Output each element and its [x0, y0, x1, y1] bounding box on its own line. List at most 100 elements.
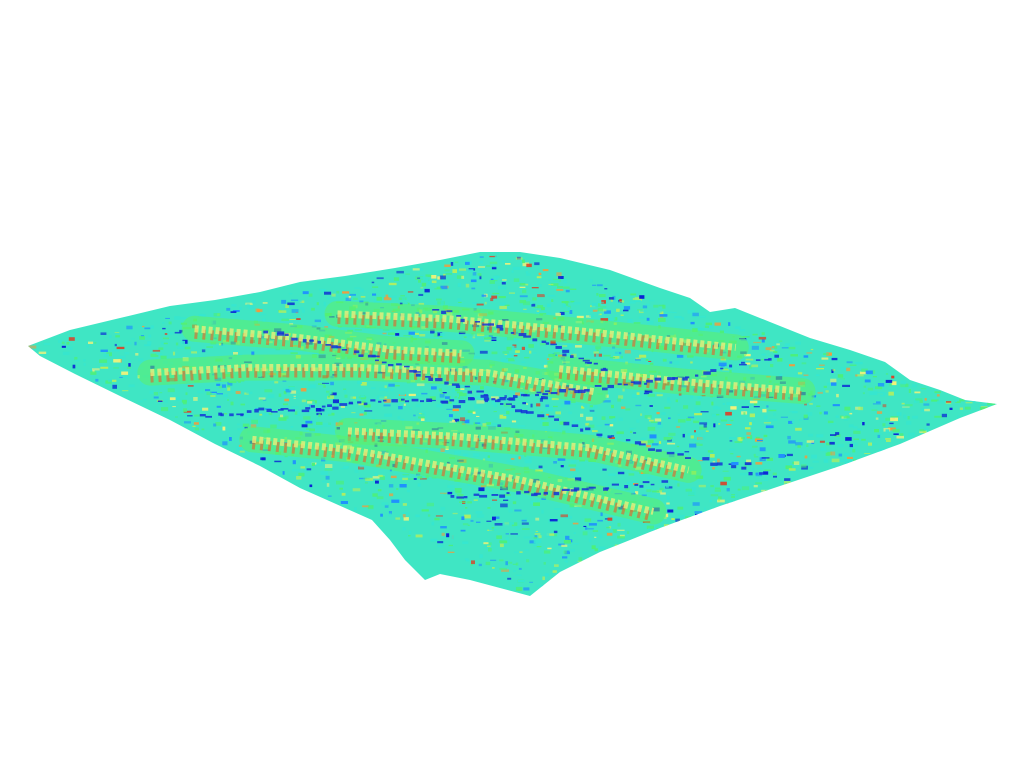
- terrain-facet: [902, 406, 910, 408]
- terrain-facet: [324, 291, 332, 295]
- terrain-valley-segment: [600, 368, 608, 372]
- terrain-facet: [751, 500, 757, 504]
- terrain-facet: [372, 417, 375, 421]
- terrain-valley-segment: [545, 390, 550, 392]
- terrain-facet: [722, 402, 725, 405]
- terrain-facet: [184, 421, 191, 424]
- terrain-valley-segment: [755, 359, 761, 361]
- terrain-facet: [364, 481, 368, 484]
- terrain-facet: [491, 266, 497, 270]
- terrain-valley-segment: [625, 439, 631, 442]
- terrain-facet: [690, 435, 694, 439]
- terrain-facet: [694, 432, 701, 435]
- terrain-facet: [157, 400, 161, 405]
- terrain-facet: [539, 313, 547, 315]
- terrain-facet: [233, 352, 238, 355]
- terrain-facet: [294, 411, 298, 415]
- terrain-facet: [521, 361, 526, 363]
- terrain-facet: [738, 437, 742, 442]
- terrain-facet: [164, 333, 168, 335]
- terrain-facet: [590, 412, 597, 414]
- terrain-facet: [503, 414, 511, 416]
- terrain-facet: [440, 506, 446, 511]
- terrain-facet: [646, 444, 651, 448]
- terrain-facet: [150, 325, 154, 329]
- terrain-facet: [681, 316, 685, 321]
- terrain-facet: [526, 263, 532, 268]
- terrain-facet: [872, 403, 881, 405]
- terrain-facet: [68, 337, 75, 341]
- terrain-facet: [251, 419, 258, 424]
- terrain-facet: [617, 358, 625, 361]
- terrain-facet: [892, 428, 900, 433]
- terrain-facet: [946, 401, 952, 403]
- terrain-facet: [246, 303, 250, 308]
- terrain-facet: [729, 440, 733, 442]
- terrain-facet: [728, 463, 733, 465]
- terrain-facet: [291, 406, 299, 409]
- terrain-facet: [258, 407, 265, 411]
- terrain-facet: [676, 445, 680, 448]
- terrain-facet: [797, 372, 803, 375]
- terrain-facet: [914, 400, 920, 404]
- terrain-facet: [373, 299, 380, 303]
- terrain-facet: [391, 499, 400, 503]
- terrain-facet: [462, 541, 469, 544]
- terrain-facet: [491, 500, 494, 505]
- terrain-facet: [675, 518, 680, 522]
- terrain-facet: [755, 482, 762, 485]
- terrain-facet: [360, 296, 366, 298]
- terrain-facet: [829, 441, 835, 445]
- terrain-facet: [438, 388, 442, 392]
- terrain-facet: [658, 441, 662, 444]
- terrain-facet: [656, 412, 660, 415]
- terrain-facet: [219, 381, 223, 385]
- terrain-facet: [784, 343, 790, 347]
- terrain-facet: [324, 326, 329, 328]
- terrain-facet: [652, 443, 659, 446]
- terrain-facet: [316, 463, 323, 466]
- terrain-facet: [844, 461, 851, 465]
- terrain-facet: [244, 414, 251, 418]
- terrain-facet: [538, 272, 542, 276]
- terrain-facet: [752, 445, 758, 448]
- terrain-facet: [479, 268, 485, 271]
- terrain-valley-segment: [411, 398, 419, 402]
- terrain-valley-segment: [559, 389, 566, 393]
- terrain-facet: [505, 533, 509, 535]
- terrain-facet: [516, 535, 520, 537]
- terrain-facet: [690, 321, 695, 325]
- terrain-facet: [659, 487, 664, 491]
- terrain-facet: [499, 543, 504, 548]
- terrain-facet: [470, 519, 474, 522]
- terrain-facet: [162, 327, 166, 330]
- terrain-facet: [855, 374, 858, 377]
- terrain-facet: [691, 487, 696, 491]
- terrain-facet: [239, 307, 242, 310]
- terrain-facet: [967, 398, 974, 400]
- terrain-facet: [223, 394, 228, 398]
- terrain-facet: [646, 487, 653, 490]
- terrain-valley-segment: [773, 475, 777, 478]
- terrain-facet: [667, 442, 676, 445]
- terrain-facet: [541, 309, 547, 312]
- terrain-facet: [620, 355, 623, 359]
- terrain-facet: [755, 462, 763, 465]
- terrain-facet: [777, 358, 783, 362]
- terrain-facet: [134, 341, 137, 346]
- terrain-facet: [274, 381, 279, 384]
- terrain-facet: [221, 384, 226, 388]
- terrain-facet: [452, 419, 455, 422]
- terrain-facet: [710, 485, 714, 488]
- terrain-facet: [466, 412, 473, 414]
- terrain-facet: [712, 460, 716, 463]
- terrain-facet: [344, 394, 348, 398]
- terrain-facet: [600, 306, 607, 308]
- terrain-facet: [885, 379, 893, 383]
- terrain-facet: [661, 531, 668, 536]
- terrain-valley-segment: [305, 407, 311, 410]
- terrain-facet: [222, 441, 228, 446]
- terrain-facet: [773, 351, 778, 353]
